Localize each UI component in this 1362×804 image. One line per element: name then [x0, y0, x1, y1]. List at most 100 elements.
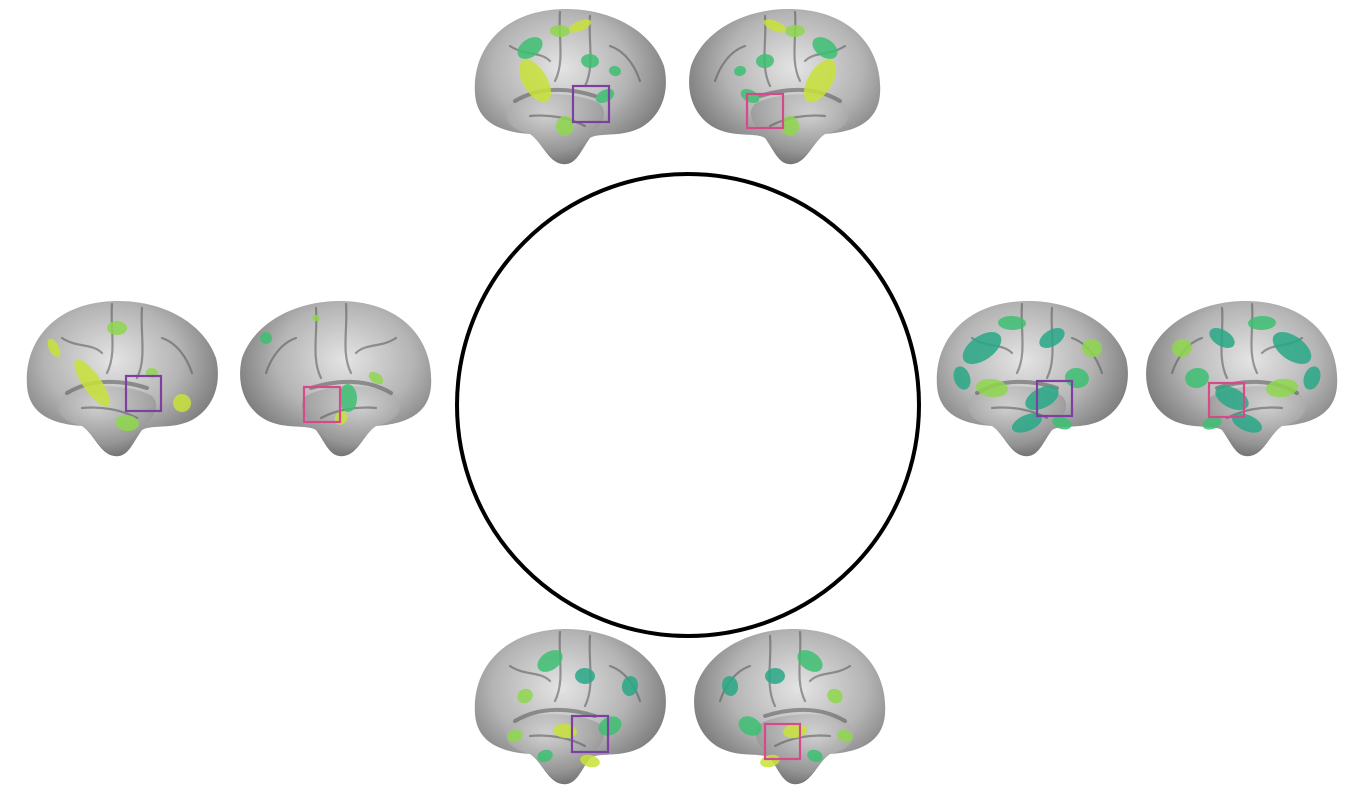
sulcus-line — [798, 630, 807, 703]
activation-blob — [797, 650, 823, 672]
activation-blob — [1185, 367, 1209, 389]
panel-right — [936, 301, 1338, 457]
sulcus-line — [60, 336, 104, 355]
panel-left-right-hemisphere — [240, 301, 432, 457]
sulcus-line — [793, 10, 802, 83]
activation-blob — [598, 716, 622, 736]
activation-blob — [837, 729, 853, 743]
panel-left — [26, 301, 432, 457]
activation-blob — [1266, 378, 1298, 398]
activation-blob — [517, 688, 533, 704]
activation-blob — [107, 320, 127, 336]
panel-left-right-roi-box — [302, 385, 342, 424]
sulcus-line — [264, 336, 298, 375]
activation-blob — [537, 749, 553, 763]
activation-blob — [115, 414, 139, 432]
sulcus-line — [553, 630, 562, 703]
temporal-lobe — [506, 94, 605, 162]
panel-right-left-roi-box — [1035, 379, 1074, 418]
sulcus-line — [808, 664, 852, 683]
activation-blob — [734, 65, 746, 77]
sulcus-line — [80, 406, 139, 420]
panel-top-left-roi-box — [571, 84, 611, 124]
sulcus-line — [354, 336, 398, 355]
activation-blob — [1039, 328, 1065, 348]
activation-blob — [827, 688, 843, 704]
temporal-lobe — [301, 386, 400, 454]
panel-right-right-roi-box — [1207, 381, 1246, 419]
sulcus-line — [528, 734, 587, 748]
panel-bottom-left-hemisphere — [474, 629, 666, 785]
activation-blob — [765, 667, 785, 685]
panel-right-left-hemisphere — [936, 301, 1128, 457]
activation-blob — [568, 19, 592, 33]
panel-bottom — [474, 629, 886, 785]
activation-blob — [507, 729, 523, 743]
activation-blob — [173, 394, 191, 412]
sulcus-line — [1015, 302, 1024, 375]
temporal-lobe — [58, 386, 157, 454]
sulcus-line — [1250, 302, 1259, 375]
activation-blob — [1209, 328, 1235, 348]
sulcus-line — [309, 379, 393, 395]
panel-left-left-hemisphere — [26, 301, 218, 457]
panel-bottom-right-roi-box — [763, 722, 802, 761]
activation-blob — [550, 24, 570, 38]
activation-blob — [338, 384, 358, 412]
activation-blob — [621, 676, 639, 696]
activation-blob — [998, 315, 1026, 331]
activation-blob — [575, 667, 595, 685]
activation-blob — [738, 716, 762, 736]
panel-top-right-hemisphere — [689, 9, 881, 165]
activation-blob — [1025, 385, 1059, 411]
panel-bottom-right-hemisphere — [694, 629, 886, 785]
panel-top-right-roi-box — [745, 92, 785, 130]
activation-blob — [74, 359, 110, 407]
activation-blob — [1202, 416, 1222, 430]
activation-blob — [537, 650, 563, 672]
sulcus-line — [105, 302, 114, 375]
activation-blob — [1082, 338, 1102, 358]
activation-blob — [807, 749, 823, 763]
activation-blob — [518, 59, 552, 103]
panel-left-left-roi-box — [124, 374, 163, 413]
sulcus-line — [768, 114, 827, 128]
activation-blob — [976, 378, 1008, 398]
sulcus-line — [513, 87, 597, 103]
activation-blob — [1172, 338, 1192, 358]
activation-blob — [740, 88, 760, 104]
sulcus-line — [713, 44, 747, 83]
activation-blob — [555, 116, 575, 136]
activation-blob — [1052, 416, 1072, 430]
activation-blob — [47, 338, 61, 358]
activation-blob — [1231, 413, 1263, 433]
activation-blob — [763, 19, 787, 33]
temporal-lobe — [750, 94, 849, 162]
sulcus-line — [344, 302, 353, 375]
temporal-lobe — [506, 714, 605, 782]
activation-blob — [1272, 332, 1312, 364]
activation-blob — [580, 754, 600, 768]
panel-right-right-hemisphere — [1146, 301, 1338, 457]
sulcus-line — [135, 306, 144, 380]
panel-top-left-hemisphere — [474, 9, 666, 165]
activation-blob — [1303, 366, 1321, 390]
activation-blob — [260, 332, 272, 344]
activation-blob — [581, 53, 599, 69]
brain-panels — [26, 9, 1338, 785]
sulcus-line — [553, 10, 562, 83]
sulcus-line — [508, 664, 552, 683]
activation-blob — [780, 116, 800, 136]
panel-top — [474, 9, 881, 165]
activation-blob — [1215, 385, 1249, 411]
sulcus-line — [763, 707, 847, 723]
sulcus-line — [513, 707, 597, 723]
activation-blob — [517, 37, 543, 59]
activation-blob — [609, 65, 621, 77]
activation-blob — [953, 366, 971, 390]
sulcus-line — [608, 44, 642, 83]
temporal-lobe — [755, 714, 854, 782]
sulcus-line — [528, 114, 587, 128]
